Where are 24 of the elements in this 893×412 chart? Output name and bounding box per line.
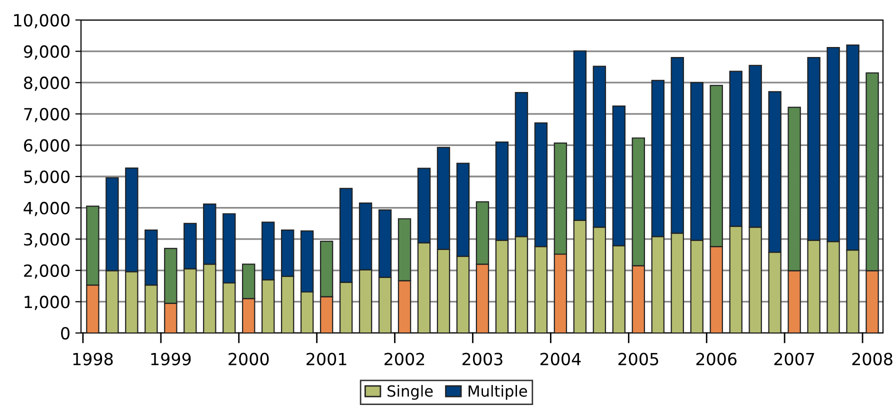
legend-label: Single — [388, 384, 433, 400]
x-tick-label: 2001 — [306, 352, 346, 366]
y-tick-label: 1,000 — [24, 296, 70, 310]
x-tick-label: 2008 — [852, 352, 892, 366]
y-tick-label: 9,000 — [24, 45, 70, 60]
y-tick-label: 8,000 — [24, 76, 70, 91]
x-tick-label: 2005 — [618, 352, 658, 366]
x-tick-label: 2000 — [228, 352, 269, 366]
y-tick-label: 4,000 — [24, 202, 70, 216]
y-tick-label: 6,000 — [24, 139, 70, 154]
x-tick-label: 1999 — [151, 352, 191, 366]
y-tick-label: 3,000 — [24, 233, 70, 248]
y-tick-label: 0 — [61, 326, 70, 340]
x-tick-label: 2002 — [384, 352, 424, 366]
y-tick-label: 7,000 — [24, 108, 70, 122]
x-tick-label: 1998 — [73, 352, 113, 366]
x-tick-label: 2006 — [696, 352, 737, 366]
legend-label: Multiple — [468, 384, 528, 400]
x-tick-label: 2003 — [462, 352, 502, 366]
y-tick-label: 10,000 — [14, 14, 70, 28]
x-tick-label: 2007 — [774, 352, 814, 366]
y-tick-label: 2,000 — [24, 264, 70, 279]
y-tick-label: 5,000 — [24, 170, 70, 185]
x-tick-label: 2004 — [540, 352, 581, 366]
